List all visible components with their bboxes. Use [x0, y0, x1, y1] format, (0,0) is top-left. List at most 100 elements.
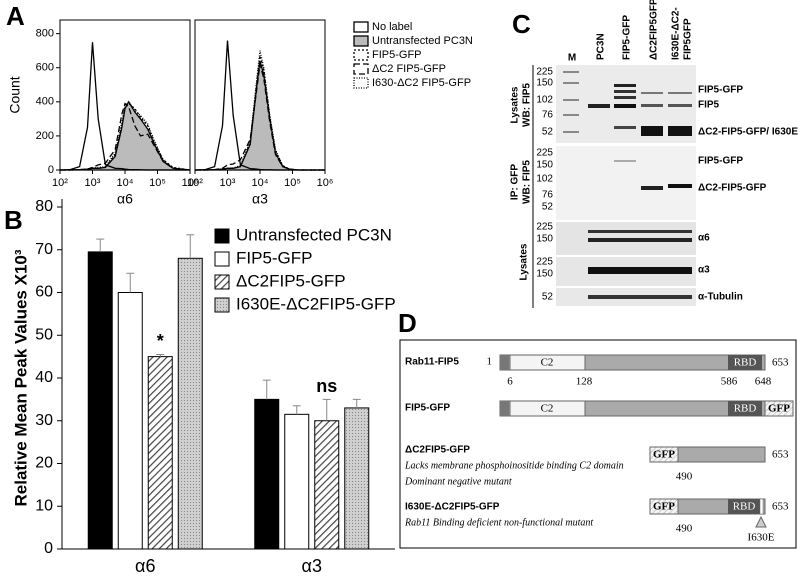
x-axis-label: α3 [252, 191, 268, 207]
construct-name: Rab11-FIP5 [405, 357, 459, 368]
blot-side-label: Lysates [519, 243, 530, 280]
blot-side-label: IP: GFP [510, 164, 521, 200]
x-tick-label: α6 [135, 556, 155, 576]
band [563, 114, 579, 116]
x-tick-label: 10⁴ [252, 177, 269, 189]
gfp-tag [764, 400, 794, 417]
histogram-curve [60, 102, 191, 171]
lane-header: I630E-ΔC2- [671, 7, 682, 60]
lane-header: PC3N [596, 33, 607, 60]
legend-swatch [353, 35, 369, 47]
y-tick-label: 20 [35, 455, 53, 472]
domain-label: GFP [653, 501, 675, 513]
significance-label: ns [316, 376, 337, 396]
marker: 52 [542, 127, 554, 138]
legend-label: Untransfected PC3N [236, 225, 392, 244]
position: 490 [676, 523, 693, 535]
band [668, 104, 692, 107]
marker: 150 [536, 234, 553, 245]
band [668, 92, 692, 94]
domain-label: GFP [653, 449, 675, 461]
legend-swatch [214, 274, 230, 290]
lane-header: FIP5GFP [683, 18, 694, 60]
band-label: α-Tubulin [698, 292, 743, 303]
band-label: FIP5 [698, 100, 720, 111]
construct-diagram: Rab11-FIP5 1 C2 RBD 6 128 586 648 653 FI… [399, 339, 797, 549]
bar [177, 257, 203, 550]
band [614, 126, 636, 129]
legend-swatch [353, 63, 369, 75]
blot-image [556, 146, 696, 220]
marker: 150 [536, 160, 553, 171]
x-tick-label: 10³ [85, 177, 101, 189]
x-tick-label: 10⁶ [182, 177, 199, 189]
x-tick-label: 10⁴ [117, 177, 134, 189]
mutation-label: I630E [748, 532, 775, 544]
band [641, 92, 663, 94]
y-tick-label: 30 [35, 412, 53, 429]
band [588, 238, 692, 242]
domain [500, 355, 509, 370]
histogram-curve [194, 40, 325, 171]
legend-label: I630-ΔC2 FIP5-GFP [372, 77, 471, 89]
band [614, 96, 636, 99]
marker: 225 [536, 148, 553, 159]
construct-note: Dominant negative mutant [404, 476, 512, 487]
marker: 76 [542, 110, 554, 121]
marker: 150 [536, 78, 553, 89]
legend-swatch [214, 251, 230, 267]
band [563, 131, 579, 133]
significance-label: * [157, 331, 164, 351]
panel-label: A [6, 1, 25, 31]
c2-domain [509, 354, 586, 371]
panel-label: D [398, 308, 417, 338]
c2-domain [509, 400, 586, 417]
domain-label: RBD [734, 357, 757, 369]
y-axis-label: Count [7, 76, 23, 113]
x-tick-label: 10⁵ [284, 177, 301, 189]
legend-swatch [353, 21, 369, 33]
y-tick-label: 70 [35, 241, 53, 258]
lane-header: M [568, 53, 576, 64]
y-tick-label: 0 [48, 164, 54, 176]
bar [254, 398, 280, 550]
legend-label: ΔC2 FIP5-GFP [372, 63, 446, 75]
domain-label: C2 [541, 403, 554, 415]
domain-label: RBD [733, 501, 756, 513]
marker: 225 [536, 222, 553, 233]
lane-header: ΔC2FIP5GFP [649, 0, 660, 60]
band-label: ΔC2-FIP5-GFP/ I630E [698, 127, 798, 138]
construct-note: Rab11 Binding deficient non-functional m… [404, 517, 593, 528]
histogram-curve [60, 102, 191, 171]
marker: 52 [542, 202, 554, 213]
y-tick-label: 80 [35, 198, 53, 215]
panel-label: B [4, 205, 23, 235]
y-tick-label: 400 [36, 96, 54, 108]
construct-name: FIP5-GFP [405, 403, 450, 414]
band [563, 99, 579, 101]
position: 648 [755, 376, 772, 388]
marker: 102 [536, 95, 553, 106]
domain-label: GFP [768, 403, 790, 415]
legend-label: Untransfected PC3N [372, 35, 473, 47]
marker: 102 [536, 174, 553, 185]
marker: 225 [536, 257, 553, 268]
y-tick-label: 60 [35, 284, 53, 301]
panel-label: C [512, 9, 531, 39]
position: 653 [772, 501, 789, 513]
rbd-domain [728, 401, 762, 416]
bar [147, 356, 173, 550]
x-tick-label: 10⁶ [317, 177, 334, 189]
marker: 150 [536, 269, 553, 280]
y-tick-label: 0 [44, 540, 53, 557]
y-tick-label: 50 [35, 326, 53, 343]
domain-label: RBD [734, 403, 757, 415]
band [563, 82, 579, 84]
band-label: ΔC2-FIP5-GFP [698, 183, 767, 194]
position: 128 [576, 376, 593, 388]
band [614, 84, 636, 87]
band [588, 267, 692, 274]
band-label: FIP5-GFP [698, 156, 743, 167]
domain [500, 401, 509, 416]
band [641, 104, 663, 107]
